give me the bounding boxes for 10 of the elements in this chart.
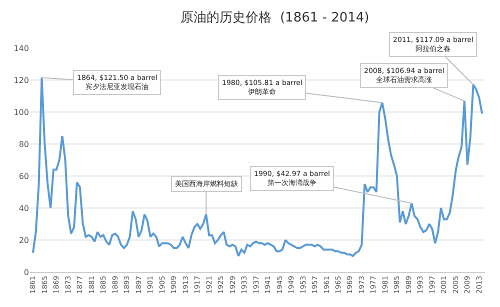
y-tick-label: 0 (24, 268, 29, 277)
y-tick-label: 100 (14, 108, 29, 117)
y-tick-label: 120 (14, 76, 29, 85)
y-tick-label: 60 (18, 172, 29, 181)
y-tick-label: 40 (18, 204, 29, 213)
chart-title: 原油的历史价格 (1861 - 2014) (180, 10, 370, 26)
line-series (32, 76, 484, 257)
y-tick-label: 80 (18, 140, 29, 149)
y-tick-label: 20 (18, 236, 29, 245)
y-tick-label: 140 (14, 44, 29, 53)
